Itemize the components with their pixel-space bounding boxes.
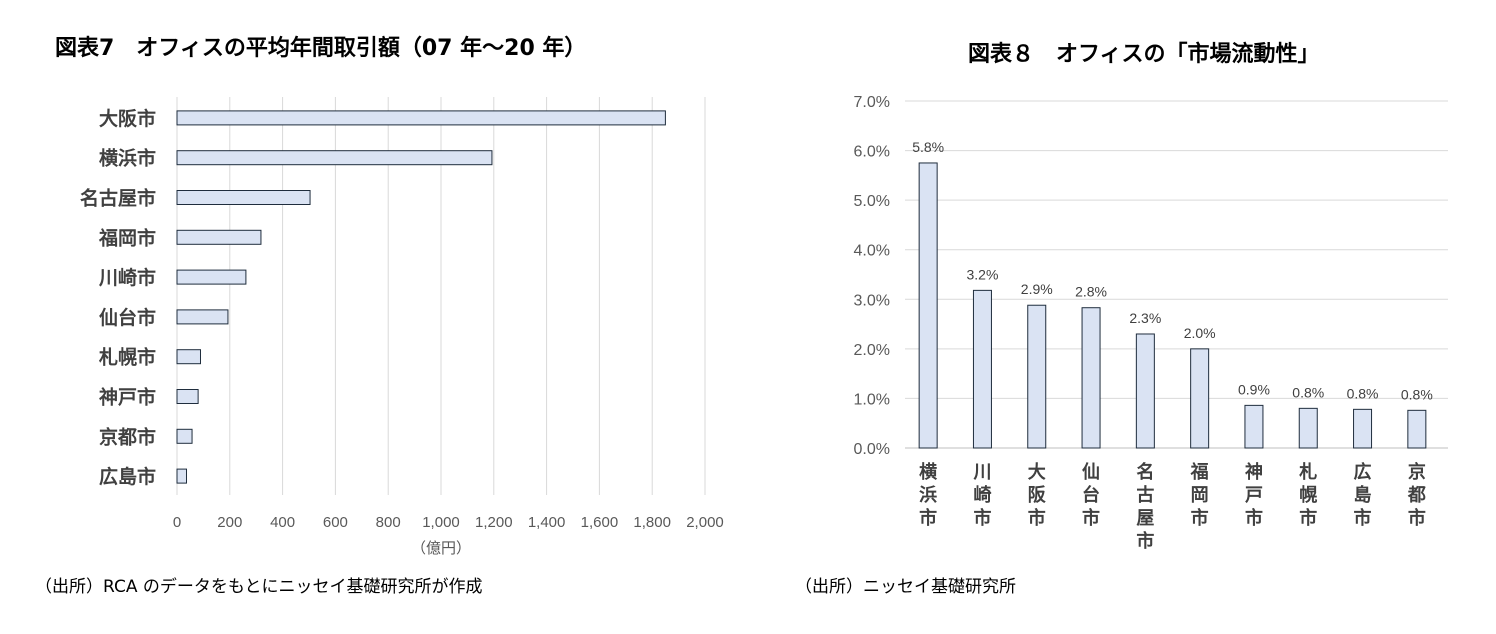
bar	[1081, 307, 1101, 449]
bar	[176, 150, 493, 166]
y-category-label: 札幌市	[98, 346, 156, 369]
y-tick-label: 7.0%	[854, 94, 890, 111]
bar	[176, 269, 247, 285]
chart-7-title: 図表7 オフィスの平均年間取引額（07 年～20 年）	[55, 36, 587, 61]
x-tick-label: 0	[173, 514, 181, 531]
y-category-label: 横浜市	[99, 147, 156, 170]
x-category-label-char: 浜	[919, 485, 937, 506]
x-tick-label: 600	[323, 514, 348, 531]
x-category-label-char: 幌	[1299, 484, 1317, 506]
x-category-label-char: 戸	[1245, 485, 1263, 506]
bar	[918, 162, 938, 449]
x-tick-label: 2,000	[686, 514, 724, 531]
bar	[176, 190, 311, 205]
y-category-label: 神戸市	[99, 386, 156, 409]
x-tick-label: 200	[217, 514, 242, 531]
y-tick-label: 6.0%	[854, 144, 890, 161]
bar	[176, 468, 188, 484]
x-category-label-char: 島	[1354, 484, 1372, 506]
x-category-label-char: 屋	[1136, 508, 1154, 529]
bar	[1027, 304, 1047, 449]
x-category-label-char: 福	[1190, 461, 1209, 483]
x-category-label-char: 市	[1028, 507, 1046, 529]
x-tick-label: 400	[270, 514, 295, 531]
y-tick-label: 2.0%	[854, 342, 890, 359]
x-category-label-char: 横	[919, 461, 938, 483]
data-label: 2.9%	[1021, 281, 1053, 297]
x-tick-label: 1,600	[581, 514, 619, 531]
data-label: 3.2%	[966, 266, 998, 282]
y-tick-label: 3.0%	[854, 292, 890, 309]
data-label: 0.9%	[1238, 381, 1270, 397]
x-category-label-char: 市	[1191, 507, 1209, 529]
bar	[176, 110, 666, 126]
x-category-label-char: 川	[972, 462, 991, 483]
x-category-label-char: 古	[1136, 484, 1154, 506]
x-category-label-char: 阪	[1028, 484, 1047, 506]
data-label: 0.8%	[1292, 384, 1324, 400]
x-category-label-char: 広	[1354, 461, 1372, 483]
y-category-label: 広島市	[99, 465, 156, 488]
x-category-label-char: 市	[919, 507, 937, 529]
data-label: 0.8%	[1347, 385, 1379, 401]
y-category-label: 大阪市	[99, 107, 156, 130]
x-category-label-char: 神	[1245, 461, 1263, 483]
x-category-label-char: 市	[1408, 507, 1426, 529]
bar	[176, 428, 193, 444]
data-label: 0.8%	[1401, 386, 1433, 402]
x-category-label-char: 市	[973, 507, 991, 529]
x-category-label-char: 名	[1136, 461, 1154, 483]
y-tick-label: 4.0%	[854, 243, 890, 260]
x-category-label-char: 都	[1407, 485, 1426, 506]
x-category-label-char: 市	[1082, 507, 1100, 529]
chart-7-source: （出所）RCA のデータをもとにニッセイ基礎研究所が作成	[35, 577, 483, 597]
x-category-label-char: 大	[1028, 461, 1046, 483]
x-category-label-char: 京	[1408, 461, 1426, 483]
x-category-label-char: 市	[1354, 507, 1372, 529]
bar	[1298, 407, 1318, 449]
bar	[176, 389, 199, 404]
x-category-label-char: 仙	[1082, 461, 1100, 483]
bar	[1135, 333, 1155, 449]
y-category-label: 仙台市	[99, 306, 156, 329]
x-category-label-char: 市	[1136, 530, 1154, 552]
data-label: 2.3%	[1129, 310, 1161, 326]
x-category-label-char: 市	[1245, 507, 1263, 529]
bar	[972, 289, 992, 449]
data-label: 2.8%	[1075, 284, 1107, 300]
x-tick-label: 800	[376, 514, 401, 531]
bar	[176, 349, 201, 365]
chart-8-source: （出所）ニッセイ基礎研究所	[795, 577, 1016, 597]
x-tick-label: 1,000	[422, 514, 460, 531]
data-label: 5.8%	[912, 139, 944, 155]
x-category-label-char: 岡	[1191, 485, 1209, 506]
y-tick-label: 5.0%	[854, 193, 890, 210]
bar	[176, 229, 262, 245]
y-category-label: 京都市	[99, 425, 156, 448]
x-tick-label: 1,800	[633, 514, 671, 531]
y-category-label: 福岡市	[98, 226, 156, 249]
data-label: 2.0%	[1184, 325, 1216, 341]
x-category-label-char: 崎	[973, 484, 991, 506]
x-tick-label: 1,400	[528, 514, 566, 531]
x-tick-label: 1,200	[475, 514, 513, 531]
chart-8-title: 図表８ オフィスの「市場流動性」	[968, 42, 1320, 67]
bar	[176, 309, 229, 325]
x-category-label-char: 札	[1298, 461, 1317, 483]
bar	[1244, 404, 1264, 449]
bar	[1353, 408, 1373, 449]
y-tick-label: 0.0%	[854, 441, 890, 458]
y-category-label: 名古屋市	[80, 187, 156, 210]
bar	[1190, 348, 1210, 449]
y-category-label: 川崎市	[98, 266, 156, 289]
x-category-label-char: 台	[1082, 484, 1100, 506]
x-category-label-char: 市	[1299, 507, 1317, 529]
bar	[1407, 409, 1427, 449]
y-tick-label: 1.0%	[854, 391, 890, 408]
x-axis-label: （億円）	[411, 539, 471, 557]
